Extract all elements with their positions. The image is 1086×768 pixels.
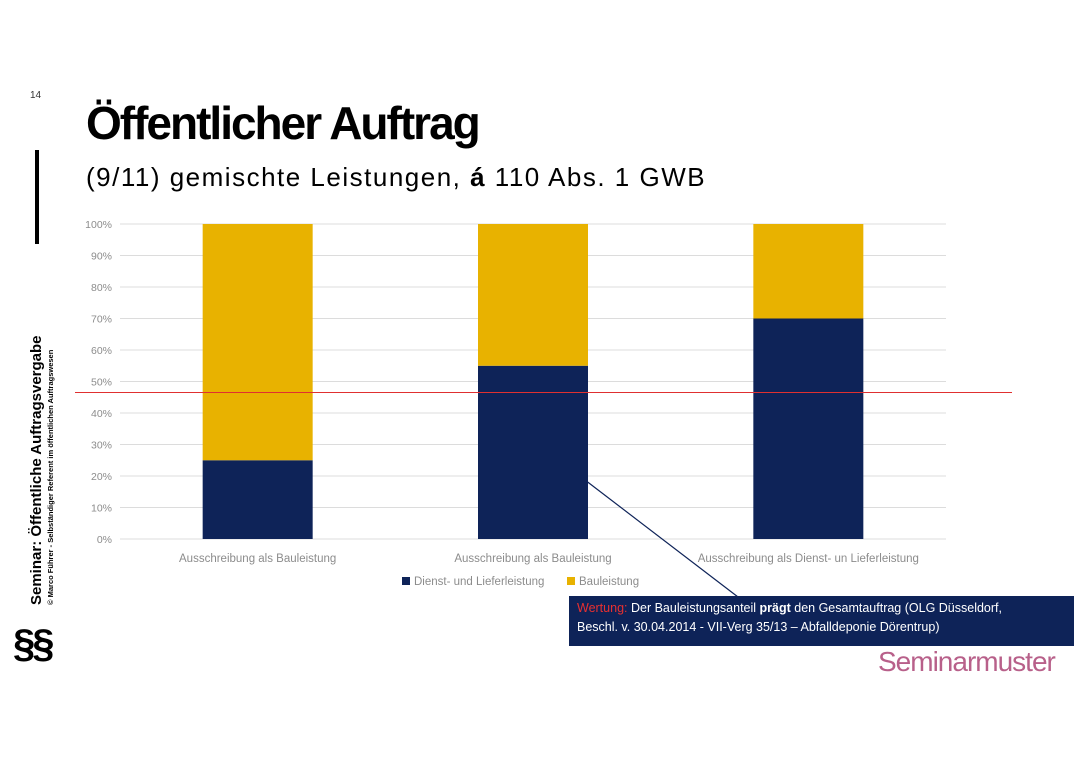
callout-line-2: Beschl. v. 30.04.2014 - VII-Verg 35/13 –… [577,620,940,634]
x-category-label: Ausschreibung als Bauleistung [179,553,336,565]
bar-dienst-lieferleistung [202,460,313,539]
callout-text-before: Der Bauleistungsanteil [627,601,760,615]
bar-dienst-lieferleistung [478,365,588,539]
page-subtitle: (9/11) gemischte Leistungen, á 110 Abs. … [86,162,706,193]
subtitle-prefix: (9/11) gemischte Leistungen, [86,162,471,192]
bar-dienst-lieferleistung [753,318,864,539]
callout-connector [584,479,739,598]
x-category-label: Ausschreibung als Dienst- un Lieferleist… [698,553,919,565]
side-rule [35,150,39,244]
callout-box: Wertung: Der Bauleistungsanteil prägt de… [569,596,1074,646]
legend-swatch [402,577,410,585]
subtitle-suffix: 110 Abs. 1 GWB [486,162,707,192]
subtitle-symbol: á [470,162,487,192]
y-tick-label: 60% [91,345,112,357]
callout-text-after: den Gesamtauftrag (OLG Düsseldorf, [790,601,1002,615]
y-tick-label: 100% [85,219,112,231]
y-tick-label: 80% [91,282,112,294]
x-category-label: Ausschreibung als Bauleistung [454,553,611,565]
brand-logo: Seminarmuster [878,646,1056,677]
y-tick-label: 40% [91,408,112,420]
callout-emphasis: prägt [759,601,791,615]
y-tick-label: 20% [91,471,112,483]
callout-line-1: Wertung: Der Bauleistungsanteil prägt de… [577,599,1066,618]
bar-bauleistung [478,224,588,366]
page-number: 14 [30,90,42,101]
y-tick-label: 50% [91,377,112,389]
y-tick-label: 90% [91,251,112,263]
y-tick-label: 0% [97,534,112,546]
paragraph-icon: §§ [13,622,54,666]
bar-bauleistung [202,224,313,461]
y-tick-label: 10% [91,503,112,515]
y-tick-label: 30% [91,440,112,452]
legend-item-dienst: Dienst- und Lieferleistung [414,576,544,588]
page-title: Öffentlicher Auftrag [86,97,481,149]
y-tick-label: 70% [91,314,112,326]
callout-label: Wertung: [577,601,628,615]
legend-swatch [567,577,575,585]
legend-item-bau: Bauleistung [579,576,639,588]
bar-bauleistung [753,224,864,319]
